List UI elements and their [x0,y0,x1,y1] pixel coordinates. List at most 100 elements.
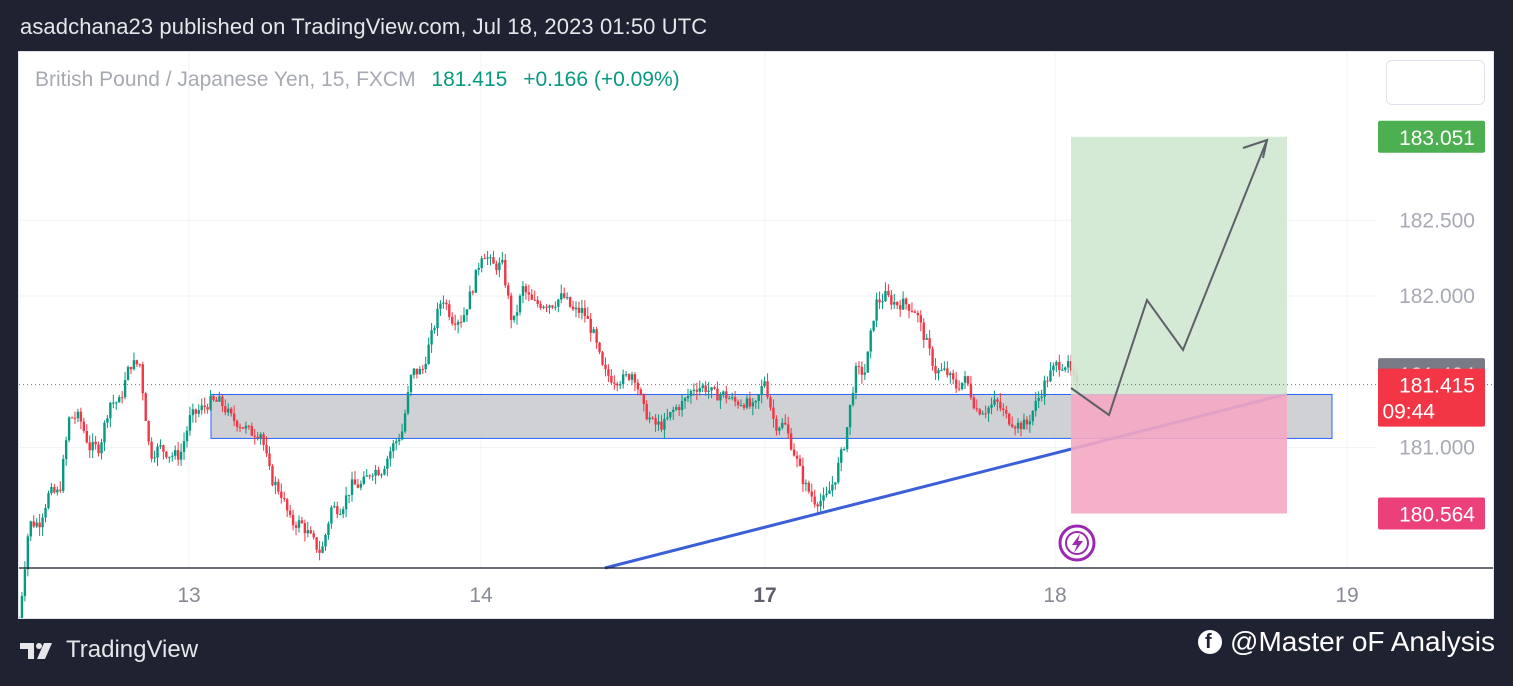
candle-body [424,363,427,370]
candle [633,372,637,392]
candle-body [70,417,74,419]
candle-body [82,421,86,431]
candle [144,391,147,422]
candle-body [259,434,262,439]
candle [807,480,811,494]
tradingview-brand[interactable]: TradingView [18,636,198,664]
candle-body [1052,365,1055,371]
candle [194,408,198,423]
candle [786,416,790,439]
candle-body [975,408,978,410]
candle [860,361,864,384]
candle [336,501,339,519]
candle-body [448,304,451,317]
candle [165,451,168,459]
candle [256,431,259,441]
candle-body [577,307,581,313]
candle [957,380,961,392]
candle [904,297,908,310]
candle-body [607,369,610,376]
candle-body [318,549,321,553]
chart-panel[interactable]: 13 14 17 18 19 182.500 182.000 181.000 183.051 18… [18,51,1494,619]
candle-body [409,375,413,393]
candle [822,487,825,509]
candle [285,498,289,518]
candle-body [277,481,280,492]
candle [1066,355,1070,374]
candle-body [1049,370,1052,382]
chart-svg[interactable]: 13 14 17 18 19 182.500 182.000 181.000 183.051 18… [19,52,1493,618]
candle-body [916,312,920,316]
candle-body [869,330,872,352]
candle [1016,418,1020,434]
candle-body [147,420,150,442]
candle [931,346,934,371]
candle [745,394,749,410]
candle-body [389,451,392,459]
candle [565,292,569,300]
stop-price-label-text: 180.564 [1399,504,1475,527]
candle-body [50,487,53,494]
candle [430,322,433,353]
candle-body [845,427,849,450]
candle-body [801,465,805,485]
candle-body [132,360,136,370]
candle-body [922,322,925,340]
candle [560,284,563,304]
candle [851,386,855,407]
candle [651,416,654,420]
candle [480,255,483,273]
candle [333,501,336,509]
candle-body [754,400,757,403]
candle [710,386,713,399]
candle-body [533,299,536,301]
candle-body [748,398,752,407]
candle [94,436,97,450]
candle [403,409,407,434]
candle [19,616,20,618]
candle [85,424,88,444]
candle [1002,403,1005,417]
candle-body [639,389,643,395]
candle-body [173,450,177,456]
candle [716,381,719,401]
candle-body [604,364,607,370]
candle-body [713,387,716,389]
candle-body [120,397,124,399]
candle-body [265,444,268,454]
candle-body [168,456,171,458]
candle [209,390,212,412]
candle-body [674,407,678,410]
candle-body [996,399,999,402]
candle [975,399,978,412]
candle [486,250,489,265]
candle [288,505,292,518]
candle [212,394,215,402]
candle [153,450,156,463]
candle-body [395,441,398,444]
candle-body [504,260,507,286]
candle-body [598,342,601,353]
candle-body [386,458,389,469]
candle-body [353,479,357,485]
candle [483,253,486,260]
current-price-bg [1378,368,1485,427]
candle-body [990,404,993,408]
candle-body [769,397,772,408]
candle [725,385,728,404]
candle [176,441,180,466]
chart-control-box[interactable] [1386,60,1485,105]
candle-body [330,507,333,524]
candle-body [636,382,640,390]
candle [719,392,722,409]
candle [636,378,640,396]
candle-body [999,401,1002,409]
target-price-label-text: 183.051 [1399,127,1475,150]
candle [666,408,669,421]
candle [294,521,298,536]
candle [878,291,881,310]
candle [20,591,24,618]
candle-body [371,475,374,477]
candle [987,405,990,422]
candle [586,307,589,319]
